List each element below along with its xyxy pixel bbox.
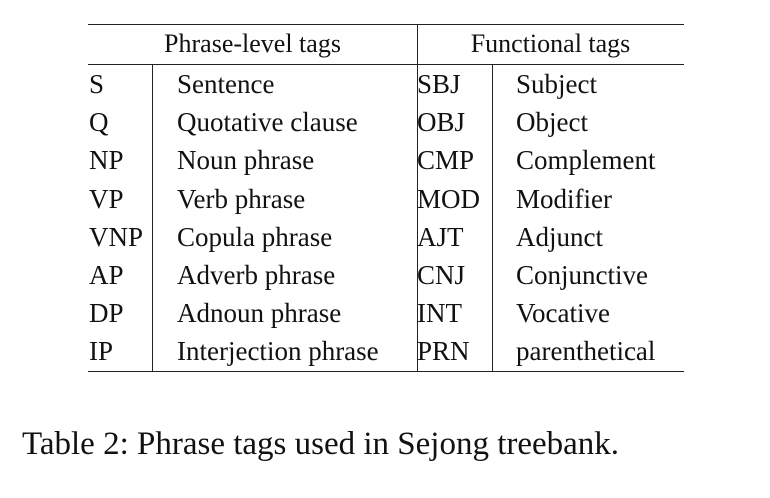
function-name-cell: parenthetical [516, 336, 656, 367]
table-row: VP Verb phrase MOD Modifier [88, 180, 684, 218]
phrase-tag-cell: VNP [89, 221, 144, 252]
phrase-tag-cell: DP [89, 298, 124, 329]
table-row: AP Adverb phrase CNJ Conjunctive [88, 256, 684, 294]
phrase-column-divider [152, 64, 153, 371]
phrase-tag-cell: VP [89, 183, 124, 214]
function-name-cell: Object [516, 107, 588, 138]
phrase-name-cell: Interjection phrase [177, 336, 379, 367]
phrase-name-cell: Adnoun phrase [177, 298, 342, 329]
functional-tag-cell: MOD [417, 183, 481, 214]
column-group-divider [417, 24, 418, 371]
functional-tag-cell: OBJ [417, 107, 466, 138]
function-name-cell: Modifier [516, 183, 612, 214]
phrase-tag-cell: S [89, 69, 105, 99]
functional-tag-cell: PRN [417, 336, 470, 367]
table-header-rule [88, 64, 684, 65]
phrase-name-cell: Sentence [177, 69, 275, 99]
table-row: VNP Copula phrase AJT Adjunct [88, 218, 684, 256]
phrase-tag-cell: IP [89, 336, 114, 367]
function-name-cell: Conjunctive [516, 259, 648, 290]
phrase-name-cell: Quotative clause [177, 107, 358, 138]
table-top-rule [88, 24, 684, 25]
table-row: NP Noun phrase CMP Complement [88, 141, 684, 179]
phrase-name-cell: Noun phrase [177, 145, 315, 176]
functional-tag-cell: CMP [417, 145, 475, 176]
functional-column-divider [492, 64, 493, 371]
phrase-tag-cell: Q [89, 107, 109, 138]
function-name-cell: Complement [516, 145, 656, 176]
function-name-cell: Adjunct [516, 221, 603, 252]
table-caption: Table 2: Phrase tags used in Sejong tree… [22, 426, 620, 462]
functional-tag-cell: INT [417, 298, 462, 329]
functional-tag-cell: AJT [417, 221, 464, 252]
table-row: IP Interjection phrase PRN parenthetical [88, 332, 684, 370]
phrase-tag-cell: NP [89, 145, 124, 176]
phrase-name-cell: Copula phrase [177, 221, 333, 252]
table-body: S Sentence SBJ Subject Q Quotative clause OBJ O… [88, 65, 684, 371]
phrase-tag-cell: AP [89, 259, 124, 290]
function-name-cell: Subject [516, 69, 597, 99]
function-name-cell: Vocative [516, 298, 610, 329]
table-row: DP Adnoun phrase INT Vocative [88, 294, 684, 332]
phrase-name-cell: Adverb phrase [177, 259, 336, 290]
functional-tag-cell: SBJ [417, 69, 461, 99]
table-row: S Sentence SBJ Subject [88, 65, 684, 103]
header-phrase-level-tags: Phrase-level tags [164, 29, 341, 58]
functional-tag-cell: CNJ [417, 259, 466, 290]
table-row: Q Quotative clause OBJ Object [88, 103, 684, 141]
table-bottom-rule [88, 371, 684, 372]
header-functional-tags: Functional tags [470, 29, 631, 58]
phrase-name-cell: Verb phrase [177, 183, 306, 214]
